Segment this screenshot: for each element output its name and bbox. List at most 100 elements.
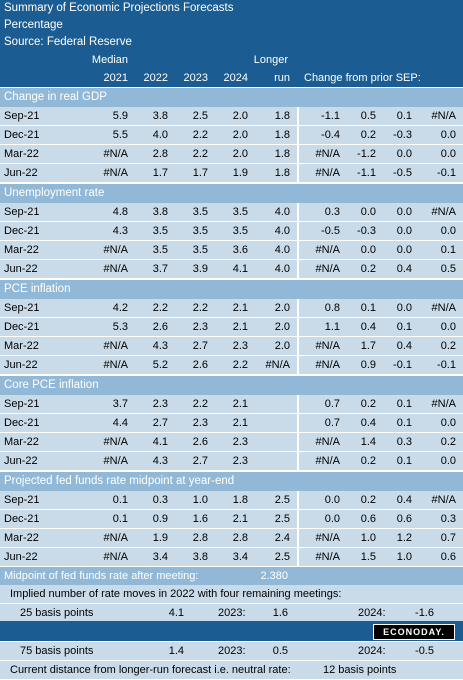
- change-cell: 0.0: [396, 206, 412, 218]
- value-cell: 3.8: [152, 206, 168, 218]
- moves-2023: 1.6: [272, 607, 288, 619]
- value-cell: 2.0: [232, 129, 248, 141]
- value-cell: 3.7: [112, 398, 128, 410]
- change-cell: 0.2: [360, 494, 376, 506]
- value-cell: 1.9: [232, 167, 248, 179]
- table-row: Mar-22 #N/A 1.9 2.8 2.8 2.4 #N/A 1.0 1.2 0.7: [0, 529, 463, 548]
- table-row: Mar-22 #N/A 3.5 3.5 3.6 4.0 #N/A 0.0 0.0 0.1: [0, 241, 463, 260]
- value-cell: 2.2: [192, 129, 208, 141]
- value-cell: 4.8: [112, 206, 128, 218]
- table-row: Mar-22 #N/A 2.8 2.2 2.0 1.8 #N/A -1.2 0.0 0.0: [0, 145, 463, 164]
- change-cell: -0.3: [393, 129, 412, 141]
- table-row: Dec-21 0.1 0.9 1.6 2.1 2.5 0.0 0.6 0.6 0.3: [0, 510, 463, 529]
- section-title: Change in real GDP: [0, 88, 463, 107]
- table-row: Mar-22 #N/A 4.1 2.6 2.3 #N/A 1.4 0.3 0.2: [0, 433, 463, 452]
- col-run-header: run: [274, 72, 290, 84]
- change-cell: 0.7: [324, 417, 340, 429]
- value-cell: 4.0: [274, 206, 290, 218]
- change-cell: 0.0: [440, 225, 456, 237]
- column-divider: [297, 395, 299, 413]
- change-cell: -1.2: [357, 148, 376, 160]
- col-2023-header: 2023: [183, 72, 208, 84]
- column-divider: [297, 299, 299, 317]
- table-row: Jun-22 #N/A 3.7 3.9 4.1 4.0 #N/A 0.2 0.4 0.5: [0, 260, 463, 279]
- change-cell: 0.6: [360, 513, 376, 525]
- value-cell: 4.3: [112, 225, 128, 237]
- value-cell: 2.5: [192, 110, 208, 122]
- change-cell: 0.4: [360, 417, 376, 429]
- value-cell: 2.0: [274, 340, 290, 352]
- value-cell: 2.6: [192, 436, 208, 448]
- change-cell: #N/A: [315, 167, 340, 179]
- change-cell: #N/A: [431, 494, 456, 506]
- row-label: Mar-22: [4, 340, 39, 352]
- value-cell: 4.2: [112, 302, 128, 314]
- value-cell: 3.8: [192, 551, 208, 563]
- midpoint-label: Midpoint of fed funds rate after meeting…: [4, 570, 199, 582]
- value-cell: 4.0: [152, 129, 168, 141]
- change-cell: 0.6: [396, 513, 412, 525]
- table-row: Dec-21 5.5 4.0 2.2 2.0 1.8 -0.4 0.2 -0.3 0.0: [0, 126, 463, 145]
- change-cell: 0.4: [396, 263, 412, 275]
- change-cell: 0.2: [440, 436, 456, 448]
- change-cell: 0.0: [396, 148, 412, 160]
- value-cell: 0.1: [112, 494, 128, 506]
- change-cell: 0.3: [440, 513, 456, 525]
- change-cell: 0.5: [440, 263, 456, 275]
- value-cell: 4.3: [152, 455, 168, 467]
- value-cell: 2.1: [232, 302, 248, 314]
- section-title: Unemployment rate: [0, 184, 463, 203]
- page-subtitle: Percentage: [4, 19, 63, 31]
- row-label: Dec-21: [4, 129, 40, 141]
- value-cell: 2.3: [192, 417, 208, 429]
- table-row: Sep-21 4.2 2.2 2.2 2.1 2.0 0.8 0.1 0.0 #N/A: [0, 299, 463, 318]
- column-divider: [297, 337, 299, 355]
- value-cell: 1.8: [274, 110, 290, 122]
- value-cell: #N/A: [103, 148, 128, 160]
- change-cell: 0.0: [360, 244, 376, 256]
- value-cell: 3.4: [152, 551, 168, 563]
- change-cell: #N/A: [315, 244, 340, 256]
- value-cell: 1.8: [232, 494, 248, 506]
- value-cell: 2.2: [152, 302, 168, 314]
- row-label: Jun-22: [4, 455, 38, 467]
- midpoint-row: Midpoint of fed funds rate after meeting…: [0, 567, 463, 585]
- row-label: Sep-21: [4, 494, 40, 506]
- moves-label: 25 basis points: [20, 607, 94, 619]
- value-cell: 4.3: [152, 340, 168, 352]
- value-cell: 0.3: [152, 494, 168, 506]
- value-cell: 3.9: [192, 263, 208, 275]
- change-cell: 1.4: [360, 436, 376, 448]
- distance-text: Current distance from longer-run forecas…: [10, 664, 291, 676]
- value-cell: 2.0: [274, 321, 290, 333]
- change-cell: 0.9: [360, 359, 376, 371]
- column-divider: [297, 145, 299, 163]
- change-cell: 0.5: [360, 110, 376, 122]
- change-cell: #N/A: [315, 359, 340, 371]
- median-header: Median: [91, 54, 128, 66]
- value-cell: 2.2: [192, 148, 208, 160]
- change-cell: 0.4: [360, 321, 376, 333]
- change-cell: #N/A: [315, 551, 340, 563]
- longer-header: Longer: [253, 54, 288, 66]
- value-cell: 2.1: [232, 513, 248, 525]
- table-row: Sep-21 3.7 2.3 2.2 2.1 0.7 0.2 0.1 #N/A: [0, 395, 463, 414]
- section-title: Core PCE inflation: [0, 376, 463, 395]
- change-cell: -1.1: [321, 110, 340, 122]
- value-cell: #N/A: [103, 532, 128, 544]
- change-header: Change from prior SEP:: [304, 72, 421, 84]
- value-cell: 2.3: [232, 340, 248, 352]
- change-cell: 0.0: [324, 513, 340, 525]
- value-cell: 2.3: [232, 436, 248, 448]
- change-cell: 0.1: [396, 455, 412, 467]
- column-divider: [297, 203, 299, 221]
- value-cell: 3.5: [152, 225, 168, 237]
- moves-2022: 1.4: [168, 645, 184, 657]
- value-cell: 2.7: [192, 340, 208, 352]
- change-cell: 1.0: [396, 551, 412, 563]
- value-cell: #N/A: [103, 167, 128, 179]
- change-cell: #N/A: [315, 340, 340, 352]
- value-cell: #N/A: [103, 263, 128, 275]
- distance-value: 12 basis points: [323, 664, 397, 676]
- value-cell: 1.8: [274, 148, 290, 160]
